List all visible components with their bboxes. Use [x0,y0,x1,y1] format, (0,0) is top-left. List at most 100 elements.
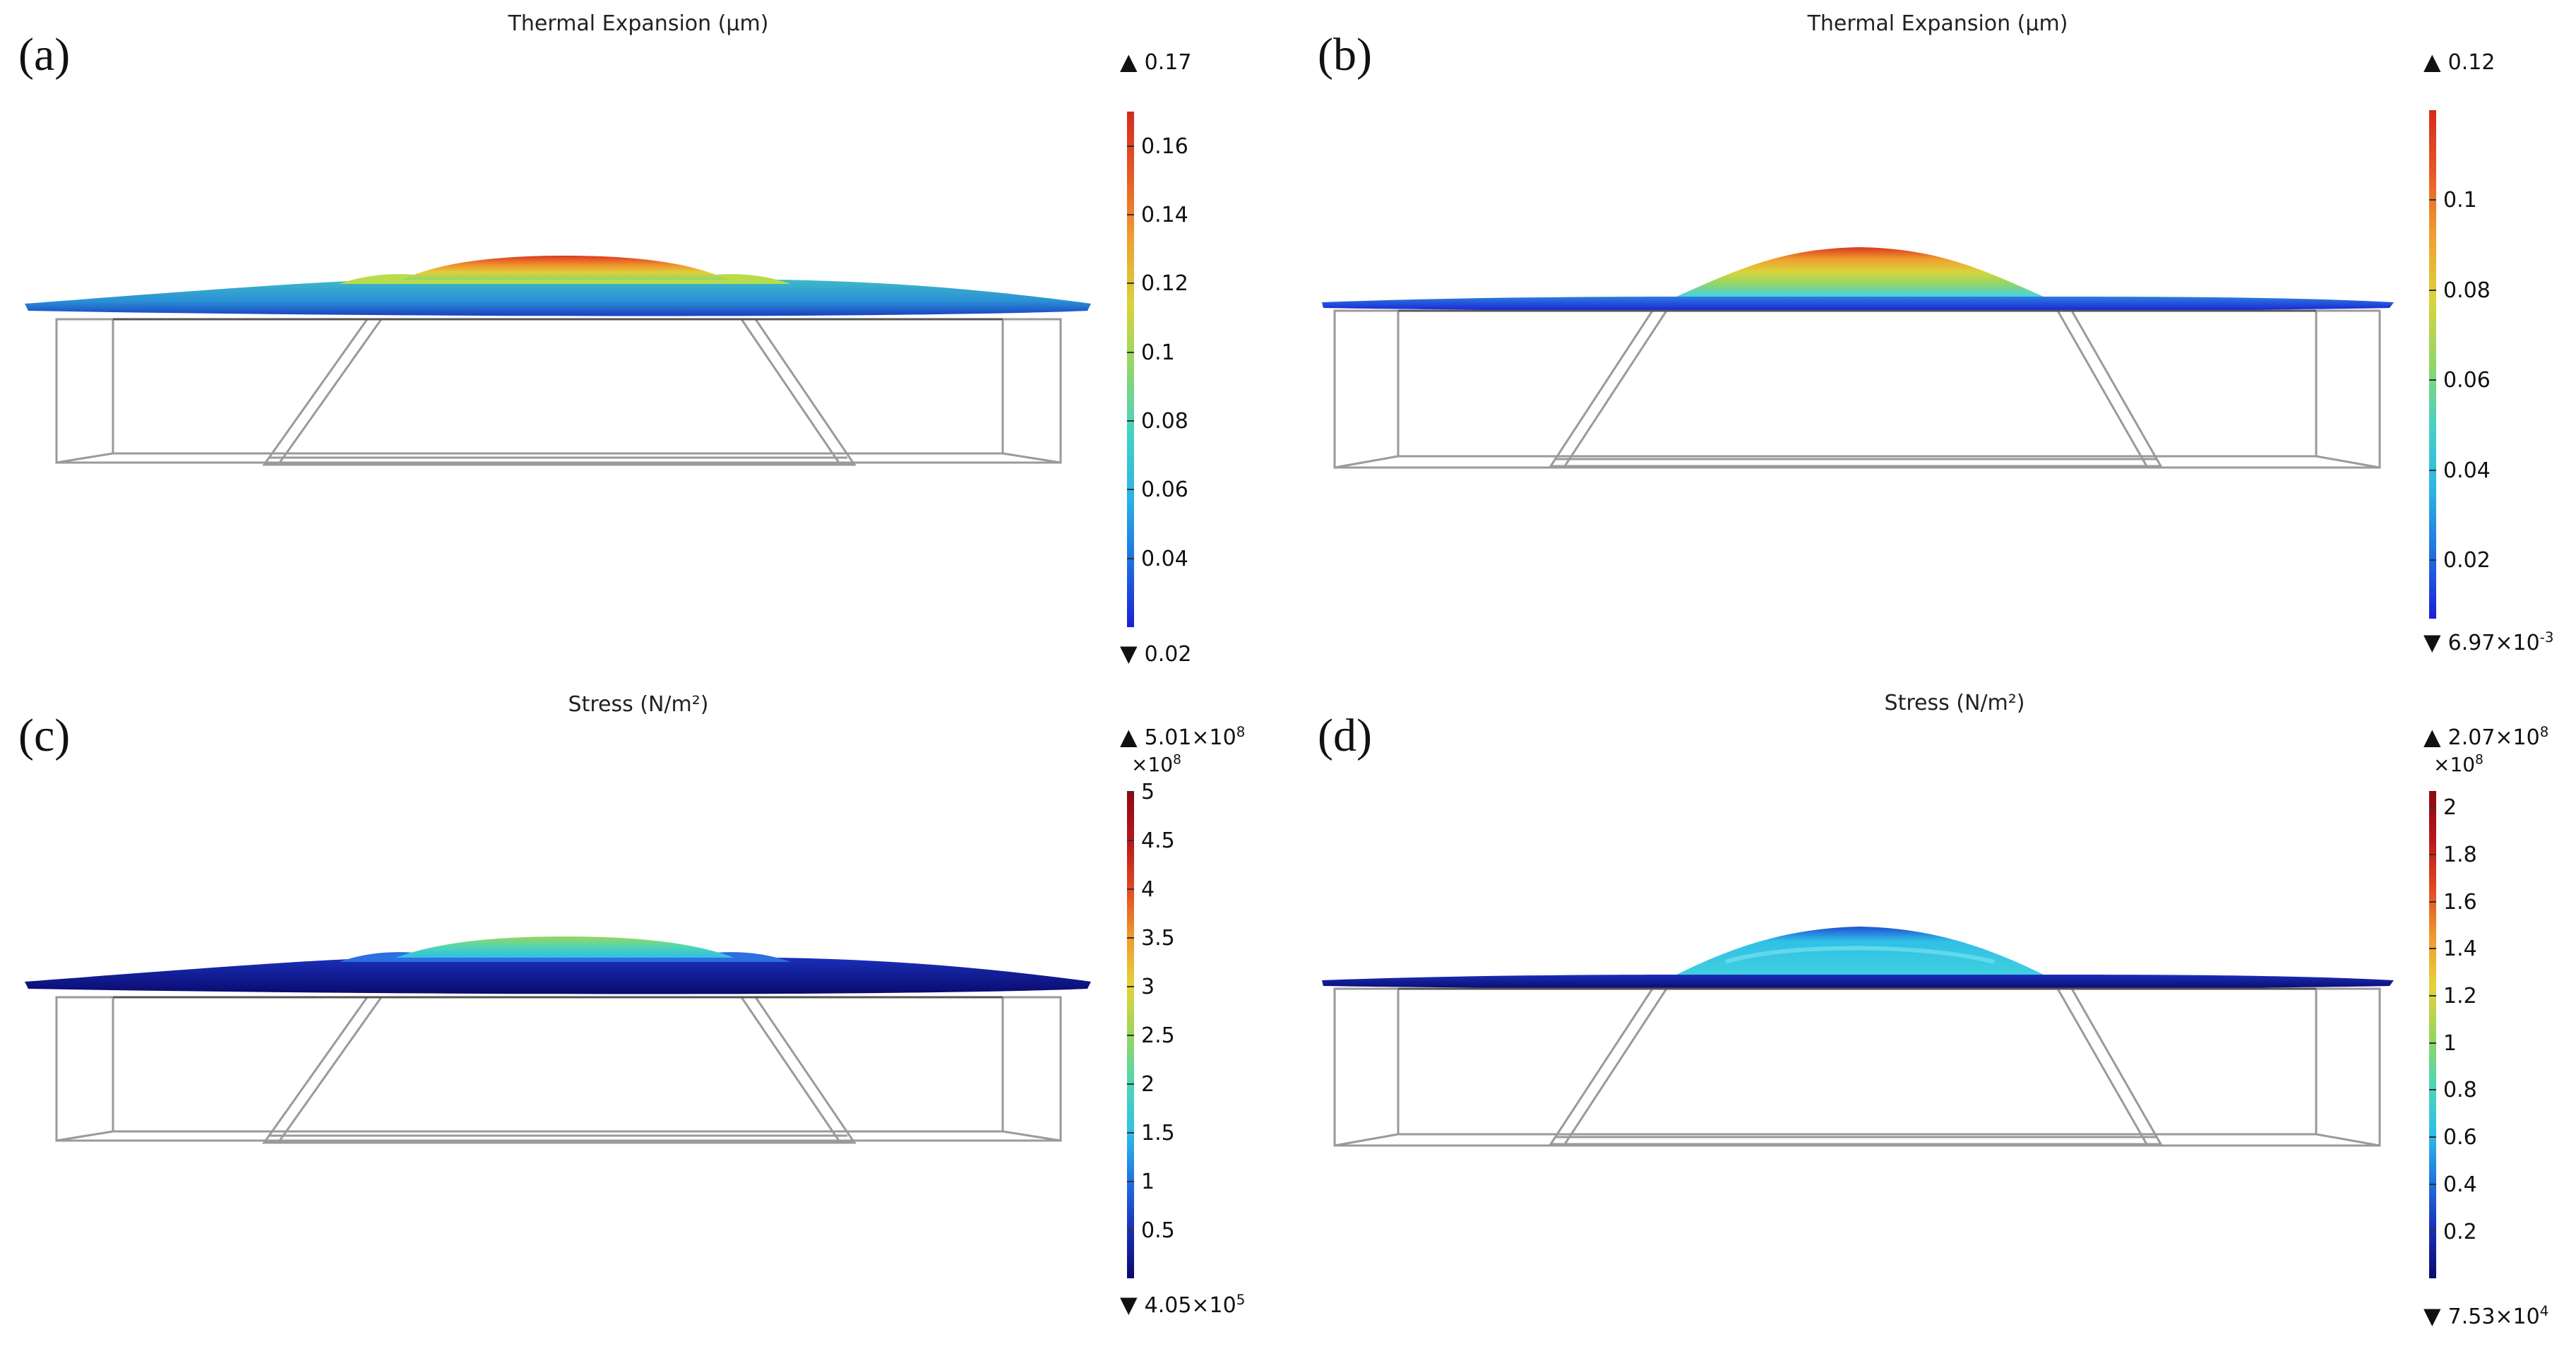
colorbar-tick-mark [2429,469,2436,471]
min-value-exponent: 4 [2539,1303,2549,1319]
min-value-exponent: 5 [1236,1292,1246,1308]
colorbar-tick-label: 0.1 [2443,188,2477,213]
colorbar-tick-label: 0.08 [2443,278,2491,303]
panel-a: (a) Thermal Expansion (µm) ▲ 0.17 0.16 0.1… [0,0,1288,678]
min-triangle-icon: ▼ [2423,1302,2441,1329]
colorbar-tick-mark [1127,840,1134,842]
colorbar-tick-mark [1127,986,1134,988]
colorbar-tick-label: 1.8 [2443,843,2477,868]
colorbar-max-label: ▲ 2.07×108 [2423,723,2548,750]
colorbar-tick-label: 0.1 [1141,340,1175,365]
colorbar-min-label: ▼ 7.53×104 [2423,1302,2548,1329]
colorbar-tick-mark [2429,807,2436,809]
colorbar-tick-label: 0.14 [1141,203,1188,227]
colorbar-tick-label: 0.5 [1141,1218,1175,1243]
panel-letter: (b) [1318,29,1372,81]
min-value-exponent: -3 [2539,629,2554,646]
stress-dome [1676,927,2044,975]
panel-b: (b) Thermal Expansion (µm) ▲ 0.12 0.1 0.08… [1288,0,2576,678]
colorbar-tick-label: 1 [1141,1169,1155,1194]
membrane-plate [25,958,1091,994]
panel-title: Stress (N/m²) [568,692,709,717]
colorbar-max-label: ▲ 0.17 [1120,48,1191,75]
deformation-scene [25,256,1091,466]
membrane-plate [1322,297,2394,311]
max-value: 0.17 [1144,50,1192,75]
deformation-scene [25,936,1091,1144]
panel-title: Thermal Expansion (µm) [1807,11,2068,36]
multiplier-base: ×10 [2433,753,2476,776]
colorbar-multiplier: ×108 [2433,753,2483,776]
max-value: 0.12 [2447,50,2496,75]
colorbar-tick-mark [2429,1042,2436,1044]
colorbar-tick-mark [1127,1034,1134,1036]
colorbar-tick-label: 1.6 [2443,889,2477,915]
colorbar-tick-mark [2429,854,2436,856]
colorbar-tick-label: 0.2 [2443,1219,2477,1244]
colorbar-min-label: ▼ 4.05×105 [1120,1291,1245,1318]
panel-c: (c) Stress (N/m²) ▲ 5.01×108 ×108 5 4.5 4 3.… [0,678,1288,1356]
colorbar-tick-mark [2429,289,2436,291]
dome-highlight [1725,946,1995,964]
colorbar-tick-mark [1127,557,1134,559]
colorbar-max-label: ▲ 0.12 [2423,48,2495,75]
colorbar-min-label: ▼ 6.97×10-3 [2423,629,2553,655]
colorbar-tick-mark [1127,1083,1134,1085]
colorbar-tick-label: 0.8 [2443,1078,2477,1103]
colorbar-tick-label: 5 [1141,780,1155,805]
colorbar-tick-mark [2429,1183,2436,1185]
colorbar-max-label: ▲ 5.01×108 [1120,723,1245,750]
colorbar-tick-mark [1127,791,1134,793]
multiplier-exponent: 8 [2475,752,2483,768]
colorbar-tick-label: 4.5 [1141,828,1175,854]
colorbar-tick-mark [2429,379,2436,381]
colorbar-tick-mark [1127,1229,1134,1231]
colorbar-tick-label: 0.08 [1141,409,1188,434]
colorbar-tick-label: 0.06 [1141,477,1188,503]
colorbar-tick-mark [1127,145,1134,147]
heated-dome [402,256,727,280]
colorbar-tick-mark [2429,995,2436,997]
colorbar-tick-mark [1127,214,1134,215]
panel-title: Stress (N/m²) [1884,691,2025,715]
membrane-plate [1322,975,2394,989]
colorbar-tick-mark [1127,420,1134,422]
membrane-plate [25,280,1091,316]
colorbar: 5 4.5 4 3.5 3 2.5 2 1.5 1 0.5 [1127,780,1175,1278]
colorbar-tick-label: 0.04 [1141,546,1188,571]
colorbar-tick-mark [2429,559,2436,561]
colorbar-tick-mark [1127,351,1134,353]
colorbar-tick-mark [1127,489,1134,491]
min-value: 7.53×10 [2447,1304,2540,1329]
max-value-exponent: 8 [2539,724,2549,740]
colorbar: 0.16 0.14 0.12 0.1 0.08 0.06 0.04 [1127,112,1188,627]
colorbar-tick-label: 0.6 [2443,1125,2477,1150]
colorbar-min-label: ▼ 0.02 [1120,640,1191,667]
colorbar-tick-label: 0.12 [1141,271,1188,297]
colorbar-tick-mark [2429,1230,2436,1232]
max-triangle-icon: ▲ [1120,723,1138,750]
colorbar-tick-label: 4 [1141,877,1155,903]
colorbar-tick-mark [2429,1089,2436,1091]
colorbar-tick-label: 0.16 [1141,133,1188,159]
multiplier-exponent: 8 [1173,752,1181,768]
deformation-scene [1322,247,2394,469]
min-triangle-icon: ▼ [1120,1291,1138,1318]
colorbar-multiplier: ×108 [1131,753,1181,776]
colorbar-tick-label: 2 [1141,1071,1155,1097]
max-triangle-icon: ▲ [2423,48,2441,75]
colorbar-tick-label: 2 [2443,795,2457,821]
max-triangle-icon: ▲ [1120,48,1138,75]
max-value-exponent: 8 [1236,724,1246,740]
panel-letter: (c) [18,710,71,761]
colorbar-tick-mark [1127,282,1134,285]
colorbar-tick-label: 0.02 [2443,547,2491,573]
colorbar-tick-label: 1.4 [2443,936,2477,962]
min-triangle-icon: ▼ [1120,640,1138,667]
deformation-scene [1322,927,2394,1147]
colorbar-tick-label: 1.5 [1141,1120,1175,1146]
colorbar-tick-mark [2429,1136,2436,1138]
min-triangle-icon: ▼ [2423,629,2441,655]
colorbar-tick-mark [1127,888,1134,891]
colorbar-tick-mark [1127,937,1134,939]
